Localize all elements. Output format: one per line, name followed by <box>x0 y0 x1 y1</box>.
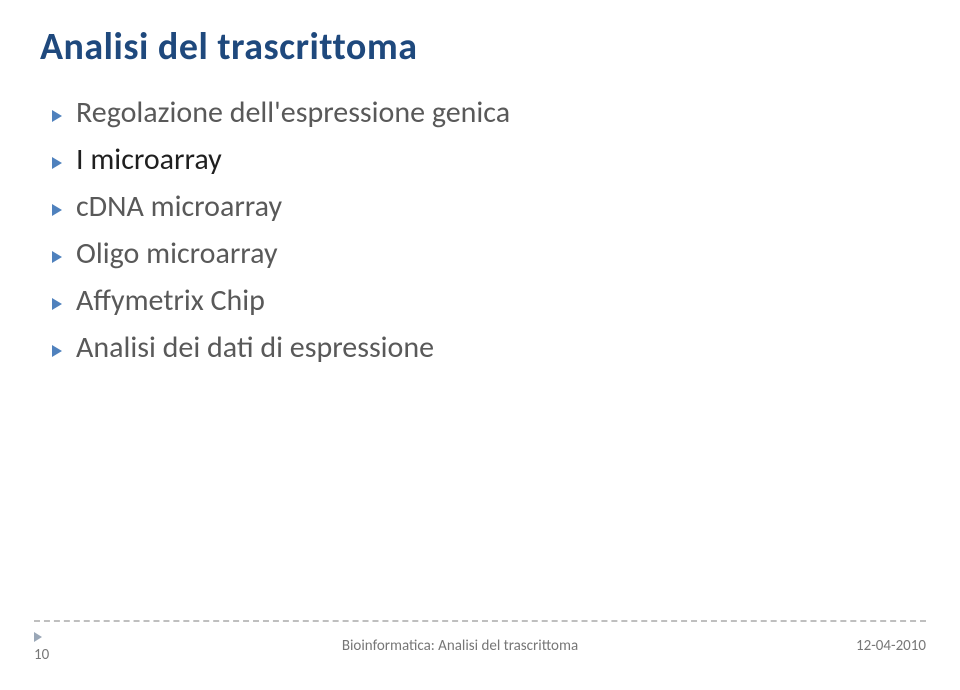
bullet-text: Affymetrix Chip <box>76 282 265 319</box>
bullet-text: Regolazione dell'espressione genica <box>76 94 510 131</box>
footer-row: 10 Bioinformatica: Analisi del trascritt… <box>34 628 926 664</box>
bullet-item: Analisi dei dati di espressione <box>52 329 920 366</box>
page-number: 10 <box>34 646 49 664</box>
bullet-arrow-icon <box>52 110 62 122</box>
slide-title: Analisi del trascrittoma <box>40 24 920 70</box>
footer-left: 10 <box>34 628 64 664</box>
bullet-item: I microarray <box>52 141 920 178</box>
footer-triangle-icon <box>34 632 42 642</box>
footer-center: Bioinformatica: Analisi del trascrittoma <box>64 637 856 655</box>
bullet-text: Oligo microarray <box>76 235 278 272</box>
bullet-arrow-icon <box>52 204 62 216</box>
bullet-text: I microarray <box>76 141 222 178</box>
slide: Analisi del trascrittoma Regolazione del… <box>0 0 960 690</box>
bullet-arrow-icon <box>52 251 62 263</box>
footer-right: 12-04-2010 <box>856 637 926 655</box>
bullet-text: Analisi dei dati di espressione <box>76 329 434 366</box>
footer-divider <box>34 620 926 622</box>
bullet-arrow-icon <box>52 345 62 357</box>
bullet-arrow-icon <box>52 298 62 310</box>
slide-footer: 10 Bioinformatica: Analisi del trascritt… <box>34 620 926 664</box>
bullet-item: Regolazione dell'espressione genica <box>52 94 920 131</box>
bullet-item: cDNA microarray <box>52 188 920 225</box>
bullet-text: cDNA microarray <box>76 188 282 225</box>
bullet-item: Affymetrix Chip <box>52 282 920 319</box>
bullet-item: Oligo microarray <box>52 235 920 272</box>
bullet-arrow-icon <box>52 157 62 169</box>
bullet-list: Regolazione dell'espressione genica I mi… <box>40 94 920 366</box>
